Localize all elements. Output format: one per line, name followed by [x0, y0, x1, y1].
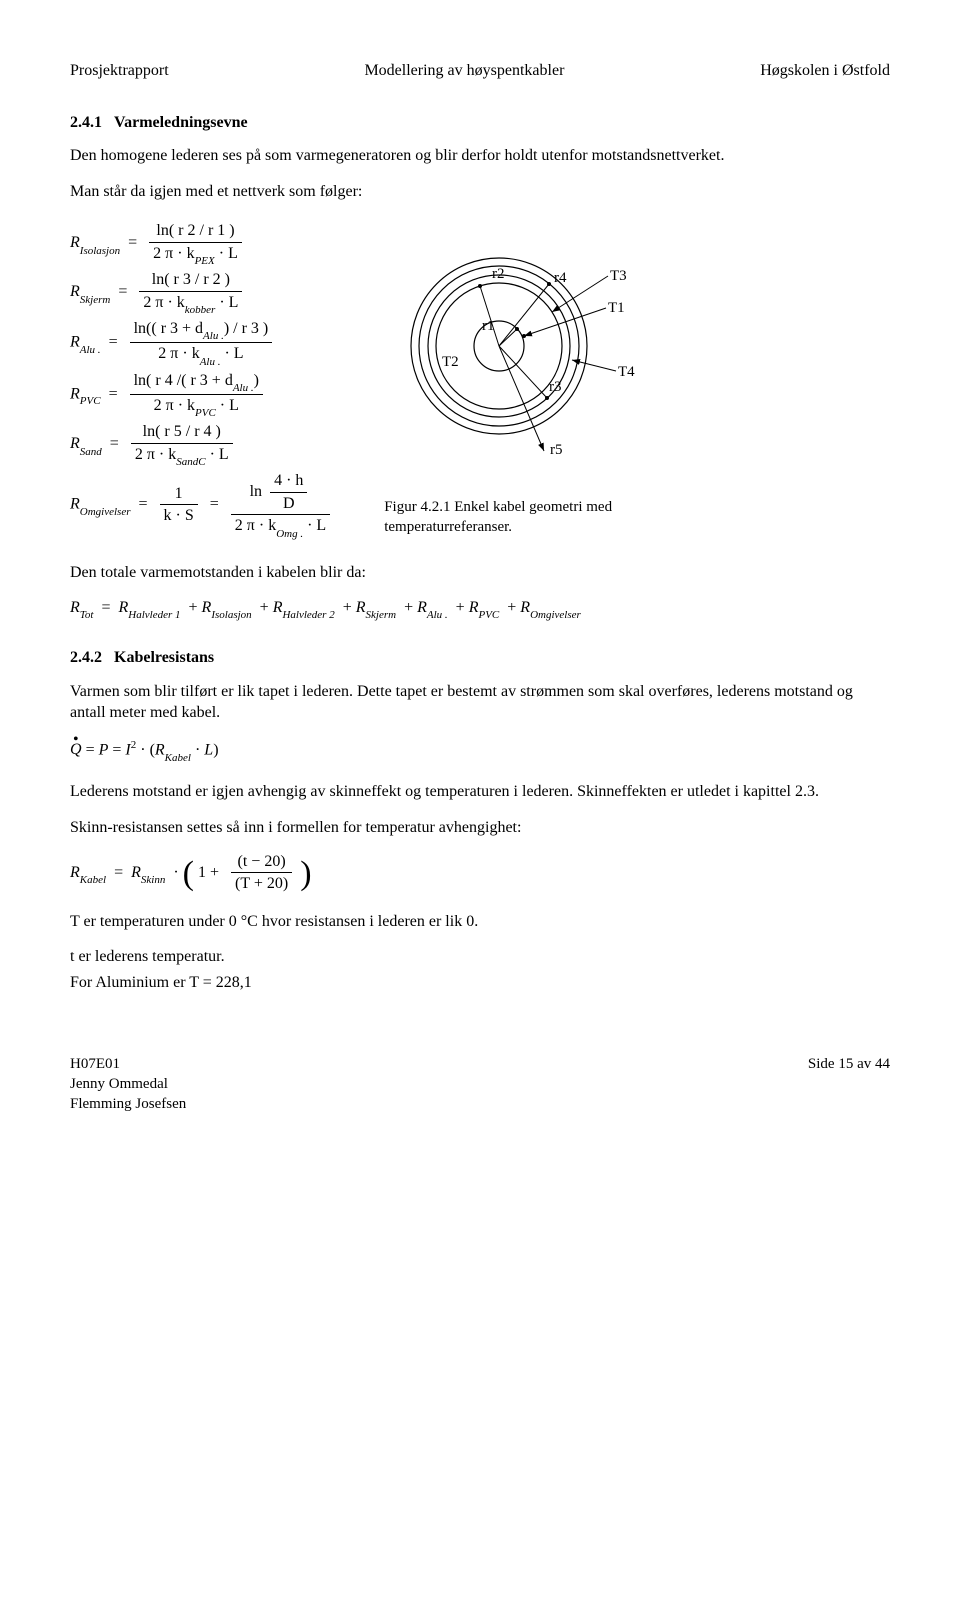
- label-t1: T1: [608, 300, 625, 316]
- footer-left: H07E01 Jenny Ommedal Flemming Josefsen: [70, 1054, 186, 1115]
- eq-omgivelser: ROmgivelser = 1 k · S = ln 4 · h D 2 π ·…: [70, 472, 334, 537]
- section-1-name: Varmeledningsevne: [114, 114, 248, 131]
- equation-block: RIsolasjon = ln( r 2 / r 1 ) 2 π · kPEX …: [70, 216, 354, 543]
- section-1-number: 2.4.1: [70, 114, 102, 131]
- section-1-para-2: Man står da igjen med et nettverk som fø…: [70, 181, 890, 203]
- section-2-para-4: T er temperaturen under 0 °C hvor resist…: [70, 911, 890, 933]
- figure-caption: Figur 4.2.1 Enkel kabel geometri med tem…: [384, 497, 644, 538]
- header-center: Modellering av høyspentkabler: [364, 60, 564, 82]
- page-header: Prosjektrapport Modellering av høyspentk…: [70, 60, 890, 82]
- footer-page: Side 15 av 44: [808, 1054, 890, 1115]
- equations-and-figure: RIsolasjon = ln( r 2 / r 1 ) 2 π · kPEX …: [70, 216, 890, 543]
- footer-code: H07E01: [70, 1054, 186, 1074]
- eq-alu: RAlu . = ln(( r 3 + dAlu .) / r 3 ) 2 π …: [70, 320, 334, 366]
- section-2-para-5: t er lederens temperatur.: [70, 946, 890, 968]
- eq-skjerm: RSkjerm = ln( r 3 / r 2 ) 2 π · kkobber …: [70, 271, 334, 314]
- label-t2: T2: [442, 354, 459, 370]
- eq-pvc: RPVC = ln( r 4 /( r 3 + dAlu .) 2 π · kP…: [70, 372, 334, 418]
- section-2-title: 2.4.2 Kabelresistans: [70, 647, 890, 669]
- section-1-para-1: Den homogene lederen ses på som varmegen…: [70, 145, 890, 167]
- page-footer: H07E01 Jenny Ommedal Flemming Josefsen S…: [70, 1054, 890, 1115]
- label-r3: r3: [549, 379, 562, 395]
- label-t3: T3: [610, 268, 627, 284]
- line-r1: [499, 329, 517, 346]
- footer-author1: Jenny Ommedal: [70, 1074, 186, 1094]
- line-r2: [480, 286, 499, 346]
- label-r5: r5: [550, 442, 563, 458]
- label-r4: r4: [554, 270, 567, 286]
- eq-isolasjon: RIsolasjon = ln( r 2 / r 1 ) 2 π · kPEX …: [70, 222, 334, 265]
- eq-total: RTot = RHalvleder 1 + RIsolasjon + RHalv…: [70, 597, 890, 621]
- eq-rkabel: RKabel = RSkinn · ( 1 + (t − 20) (T + 20…: [70, 853, 890, 893]
- label-t4: T4: [618, 364, 635, 380]
- label-r2: r2: [492, 266, 505, 282]
- section-2-para-6: For Aluminium er T = 228,1: [70, 972, 890, 994]
- section-2-para-3: Skinn-resistansen settes så inn i formel…: [70, 817, 890, 839]
- figure-column: r1 r2 r3 r4 r5 T1 T2 T3 T4 Figur 4.2.1 E…: [354, 216, 890, 537]
- eq-sand: RSand = ln( r 5 / r 4 ) 2 π · kSandC · L: [70, 423, 334, 466]
- total-eq-intro: Den totale varmemotstanden i kabelen bli…: [70, 562, 890, 584]
- section-2-para-1: Varmen som blir tilført er lik tapet i l…: [70, 681, 890, 724]
- eq-q: •Q = P = I2 · (RKabel · L): [70, 738, 890, 763]
- header-left: Prosjektrapport: [70, 60, 169, 82]
- footer-author2: Flemming Josefsen: [70, 1094, 186, 1114]
- section-2-name: Kabelresistans: [114, 649, 214, 666]
- label-r1: r1: [482, 318, 495, 334]
- arrow-r5: [499, 346, 544, 451]
- section-1-title: 2.4.1 Varmeledningsevne: [70, 112, 890, 134]
- header-right: Høgskolen i Østfold: [760, 60, 890, 82]
- arrow-t4: [572, 360, 616, 371]
- arrow-t1: [524, 308, 606, 336]
- cable-geometry-figure: r1 r2 r3 r4 r5 T1 T2 T3 T4: [384, 236, 674, 476]
- section-2-number: 2.4.2: [70, 649, 102, 666]
- section-2-para-2: Lederens motstand er igjen avhengig av s…: [70, 781, 890, 803]
